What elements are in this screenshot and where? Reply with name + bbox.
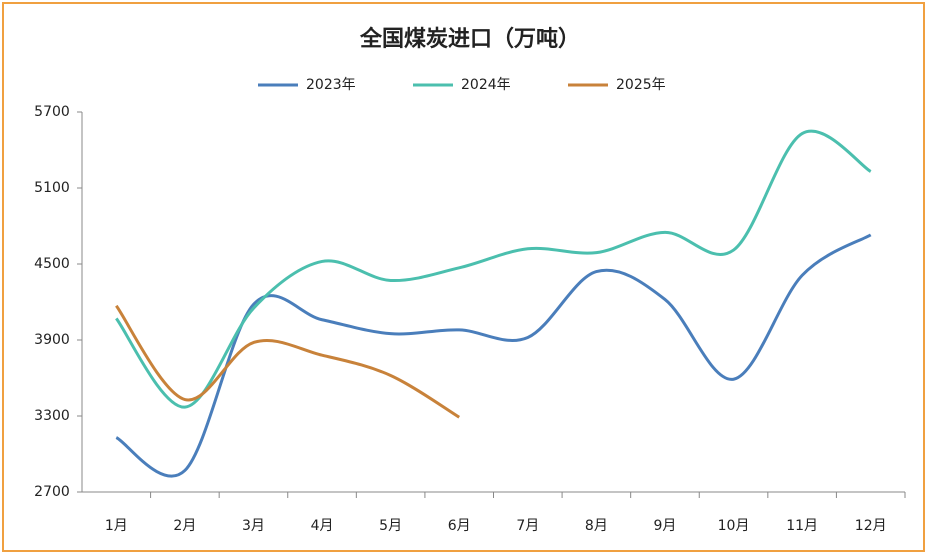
y-tick-label: 5700 <box>34 104 70 120</box>
legend-label: 2025年 <box>616 77 666 93</box>
y-tick-label: 3900 <box>34 332 70 348</box>
legend-label: 2023年 <box>306 77 356 93</box>
y-tick-label: 5100 <box>34 180 70 196</box>
x-tick-label: 4月 <box>311 518 334 534</box>
x-tick-label: 1月 <box>105 518 128 534</box>
x-tick-label: 9月 <box>653 518 676 534</box>
series-line <box>115 233 872 478</box>
x-tick-label: 10月 <box>718 518 750 534</box>
x-tick-label: 5月 <box>379 518 402 534</box>
x-tick-label: 6月 <box>448 518 471 534</box>
chart-title: 全国煤炭进口（万吨） <box>359 26 580 52</box>
legend-label: 2024年 <box>461 77 511 93</box>
y-tick-label: 4500 <box>34 256 70 272</box>
series-line <box>115 304 460 419</box>
x-tick-label: 8月 <box>585 518 608 534</box>
x-tick-label: 12月 <box>855 518 887 534</box>
x-tick-label: 3月 <box>242 518 265 534</box>
x-tick-label: 7月 <box>516 518 539 534</box>
x-tick-label: 2月 <box>173 518 196 534</box>
y-tick-label: 3300 <box>34 408 70 424</box>
x-tick-label: 11月 <box>786 518 818 534</box>
y-tick-label: 2700 <box>34 484 70 500</box>
series-line <box>115 129 872 409</box>
